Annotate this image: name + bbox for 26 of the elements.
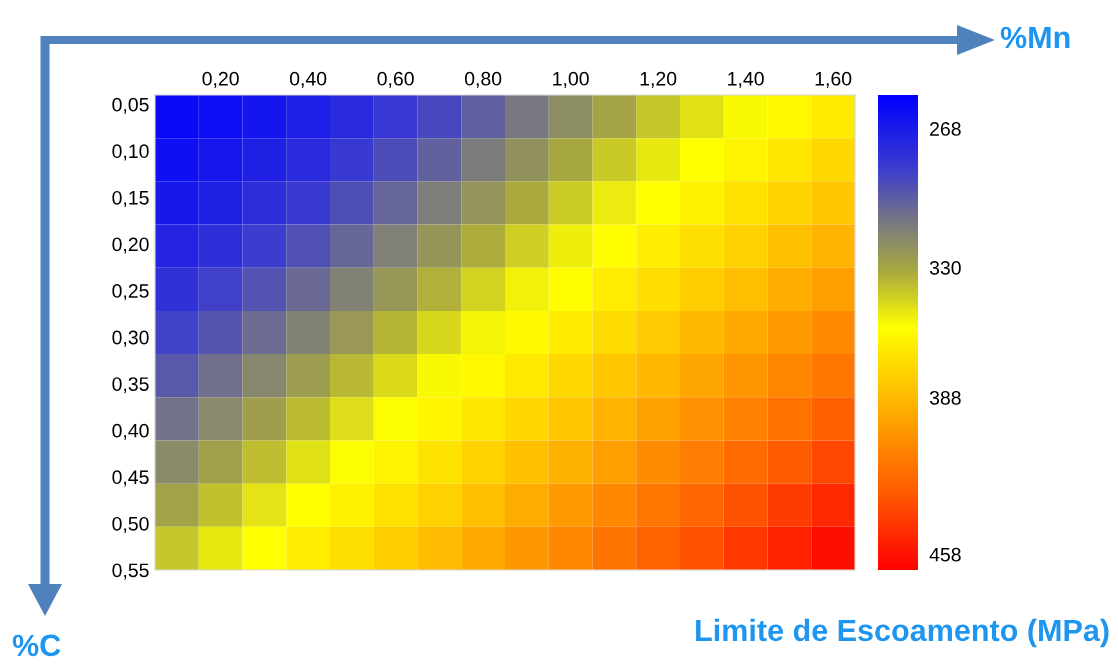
y-tick-label: 0,20: [112, 237, 149, 254]
x-tick-label: 1,00: [553, 71, 589, 88]
x-tick-label: 1,60: [815, 71, 852, 88]
y-axis-title: %C: [12, 634, 61, 657]
y-tick-label: 0,05: [112, 97, 149, 114]
x-tick-label: 1,40: [728, 71, 764, 88]
y-tick-label: 0,55: [112, 563, 149, 580]
y-tick-label: 0,45: [112, 470, 149, 487]
x-axis-title: %Mn: [1000, 26, 1070, 49]
x-tick-label: 0,60: [377, 71, 414, 88]
text: Limite de Escoamento (MPa): [696, 618, 1109, 648]
color-bar-label: 330: [929, 260, 961, 275]
y-tick-label: 0,50: [112, 516, 149, 533]
x-tick-label: 1,20: [640, 71, 677, 88]
y-tick-label: 0,25: [112, 284, 149, 301]
x-tick-label: 0,40: [289, 71, 327, 88]
x-tick-label: 0,20: [202, 71, 239, 88]
y-tick-label: 0,30: [112, 330, 149, 347]
y-tick-label: 0,15: [112, 190, 149, 207]
x-tick-label: 0,80: [464, 71, 502, 88]
color-bar-label: 458: [929, 547, 961, 562]
color-bar-label: 388: [929, 390, 961, 405]
y-tick-label: 0,35: [112, 377, 149, 394]
y-tick-label: 0,40: [112, 423, 149, 440]
y-tick-label: 0,10: [112, 144, 149, 161]
color-bar-label: 268: [930, 122, 961, 136]
